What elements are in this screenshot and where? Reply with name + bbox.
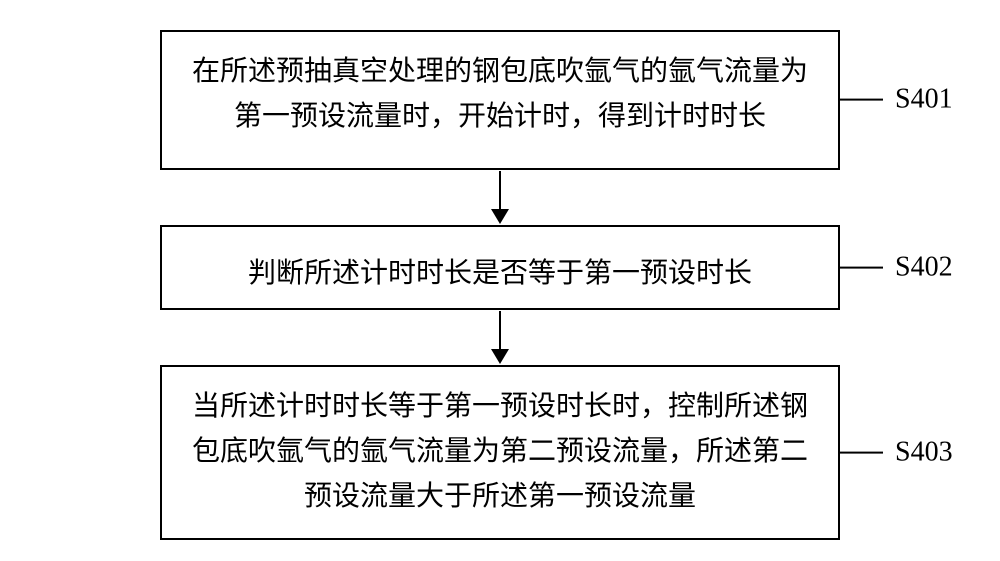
arrow-1: [491, 170, 509, 225]
arrow-head-1: [491, 209, 509, 224]
step-label-text-3: S403: [895, 430, 953, 475]
step-label-text-2: S402: [895, 245, 953, 290]
connector-line-3: [838, 451, 883, 453]
step-box-1: 在所述预抽真空处理的钢包底吹氩气的氩气流量为第一预设流量时，开始计时，得到计时时…: [160, 30, 840, 170]
step-label-3: S403: [838, 430, 953, 475]
arrow-head-2: [491, 349, 509, 364]
step-label-text-1: S401: [895, 78, 953, 123]
step-text-2: 判断所述计时时长是否等于第一预设时长: [248, 252, 752, 297]
step-box-2: 判断所述计时时长是否等于第一预设时长 S402: [160, 225, 840, 310]
step-box-3: 当所述计时时长等于第一预设时长时，控制所述钢包底吹氩气的氩气流量为第二预设流量，…: [160, 365, 840, 540]
connector-line-1: [838, 99, 883, 101]
flowchart-container: 在所述预抽真空处理的钢包底吹氩气的氩气流量为第一预设流量时，开始计时，得到计时时…: [60, 30, 940, 540]
arrow-line-2: [499, 311, 501, 349]
arrow-line-1: [499, 171, 501, 209]
step-text-1: 在所述预抽真空处理的钢包底吹氩气的氩气流量为第一预设流量时，开始计时，得到计时时…: [187, 50, 813, 140]
step-label-2: S402: [838, 245, 953, 290]
step-label-1: S401: [838, 78, 953, 123]
connector-line-2: [838, 266, 883, 268]
arrow-2: [491, 310, 509, 365]
step-text-3: 当所述计时时长等于第一预设时长时，控制所述钢包底吹氩气的氩气流量为第二预设流量，…: [187, 385, 813, 519]
